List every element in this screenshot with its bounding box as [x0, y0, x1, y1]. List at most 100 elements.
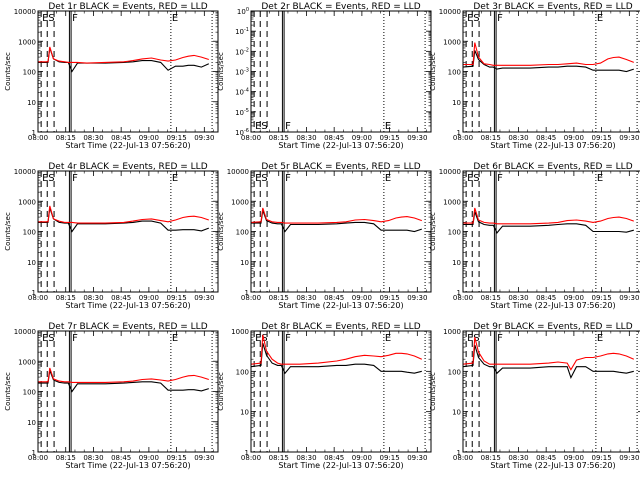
marker-label: S — [261, 173, 267, 184]
y-tick-label: 10 — [240, 259, 249, 267]
y-tick-label: 1 — [457, 129, 461, 137]
plot-frame — [250, 10, 432, 133]
panel-title: Det 9r BLACK = Events, RED = LLD — [473, 322, 632, 332]
x-tick-label: 08:30 — [296, 134, 316, 142]
x-tick-label: 08:30 — [508, 134, 528, 142]
panel-det-8: Det 8r BLACK = Events, RED = LLD Counts/s… — [217, 322, 432, 470]
x-tick-label: 08:00 — [241, 454, 261, 462]
y-tick-label: 10-6 — [235, 128, 249, 137]
x-tick-label: 08:15 — [56, 294, 76, 302]
marker-label: E — [467, 333, 473, 344]
x-tick-label: 08:15 — [481, 454, 501, 462]
marker-label: S — [48, 173, 54, 184]
x-tick-label: 09:15 — [592, 294, 612, 302]
x-axis-label: Start Time (22-Jul-13 07:56:20) — [490, 301, 615, 310]
panel-title: Det 1r BLACK = Events, RED = LLD — [48, 2, 207, 12]
y-tick-label: 10000 — [227, 168, 249, 176]
y-tick-label: 1000 — [443, 198, 461, 206]
series-lld-line — [250, 334, 423, 365]
x-tick-label: 09:00 — [564, 294, 584, 302]
y-tick-label: 1000 — [231, 328, 249, 336]
y-axis-label: Counts/sec — [429, 212, 437, 251]
series-events-line — [462, 50, 634, 73]
y-axis-label: Counts/sec — [4, 372, 12, 411]
x-tick-label: 08:45 — [324, 294, 344, 302]
y-tick-label: 1000 — [443, 38, 461, 46]
y-tick-label: 100 — [236, 368, 249, 376]
x-tick-label: 09:15 — [380, 134, 400, 142]
x-tick-label: 08:30 — [296, 454, 316, 462]
series-lld-line — [38, 367, 209, 383]
x-tick-label: 08:45 — [324, 134, 344, 142]
marker-label: E — [467, 173, 473, 184]
series-events-line — [38, 368, 209, 393]
panel-title: Det 8r BLACK = Events, RED = LLD — [261, 322, 420, 332]
x-axis-label: Start Time (22-Jul-13 07:56:20) — [65, 461, 190, 470]
x-tick-label: 09:15 — [167, 134, 187, 142]
y-tick-label: 1 — [32, 289, 36, 297]
y-tick-label: 1 — [457, 289, 461, 297]
x-tick-label: 09:15 — [380, 454, 400, 462]
plot-frame — [462, 170, 640, 293]
x-tick-label: 09:15 — [592, 454, 612, 462]
x-tick-label: 09:15 — [380, 294, 400, 302]
y-tick-label: 10 — [240, 409, 249, 417]
plot-frame — [37, 330, 219, 453]
x-tick-label: 09:00 — [352, 134, 372, 142]
panel-det-2: Det 2r BLACK = Events, RED = LLD Counts/s… — [217, 2, 432, 150]
series-events-line — [38, 207, 209, 233]
x-tick-label: 08:45 — [324, 454, 344, 462]
y-tick-label: 1 — [457, 449, 461, 457]
marker-label: E — [42, 13, 48, 24]
marker-label: S — [473, 13, 479, 24]
marker-label: S — [473, 173, 479, 184]
marker-label: E — [172, 173, 178, 184]
x-tick-label: 08:15 — [269, 454, 289, 462]
marker-label: E — [42, 333, 48, 344]
series-lld-line — [38, 46, 209, 64]
y-axis-label: Counts/sec — [4, 212, 12, 251]
x-tick-label: 09:30 — [194, 454, 214, 462]
y-tick-label: 100 — [23, 229, 36, 237]
x-tick-label: 08:15 — [56, 454, 76, 462]
x-tick-label: 09:30 — [619, 134, 639, 142]
x-tick-label: 09:00 — [564, 454, 584, 462]
marker-label: S — [261, 121, 267, 132]
series-events-line — [251, 210, 422, 233]
y-tick-label: 100 — [237, 7, 249, 16]
x-tick-label: 09:00 — [352, 294, 372, 302]
marker-label: E — [385, 333, 391, 344]
y-tick-label: 10000 — [14, 8, 36, 16]
series-lld-line — [38, 205, 209, 224]
y-tick-label: 100 — [448, 229, 461, 237]
x-tick-label: 09:30 — [407, 454, 427, 462]
marker-label: S — [48, 13, 54, 24]
y-tick-label: 1000 — [18, 38, 36, 46]
y-axis-label: Counts/sec — [217, 372, 225, 411]
panel-title: Det 3r BLACK = Events, RED = LLD — [473, 2, 632, 12]
marker-label: E — [255, 121, 261, 132]
x-axis-label: Start Time (22-Jul-13 07:56:20) — [490, 141, 615, 150]
x-tick-label: 08:45 — [536, 454, 556, 462]
plot-frame — [250, 330, 432, 453]
plot-frame — [37, 170, 219, 293]
series-lld-line — [250, 207, 422, 224]
series-lld-line — [463, 207, 634, 225]
series-events-line — [462, 344, 634, 380]
x-tick-label: 08:30 — [296, 294, 316, 302]
x-tick-label: 08:30 — [83, 454, 103, 462]
x-tick-label: 08:00 — [453, 134, 473, 142]
y-tick-label: 10 — [27, 419, 36, 427]
x-tick-label: 09:00 — [564, 134, 584, 142]
x-tick-label: 08:15 — [481, 134, 501, 142]
x-tick-label: 08:45 — [111, 454, 131, 462]
panel-det-3: Det 3r BLACK = Events, RED = LLD Counts/s… — [429, 2, 640, 150]
x-tick-label: 08:00 — [28, 454, 48, 462]
x-axis-label: Start Time (22-Jul-13 07:56:20) — [65, 141, 190, 150]
x-axis-label: Start Time (22-Jul-13 07:56:20) — [278, 141, 403, 150]
marker-label: F — [72, 173, 78, 184]
x-tick-label: 08:45 — [111, 134, 131, 142]
x-tick-label: 08:00 — [453, 454, 473, 462]
y-tick-label: 1 — [32, 129, 36, 137]
x-tick-label: 09:30 — [194, 134, 214, 142]
